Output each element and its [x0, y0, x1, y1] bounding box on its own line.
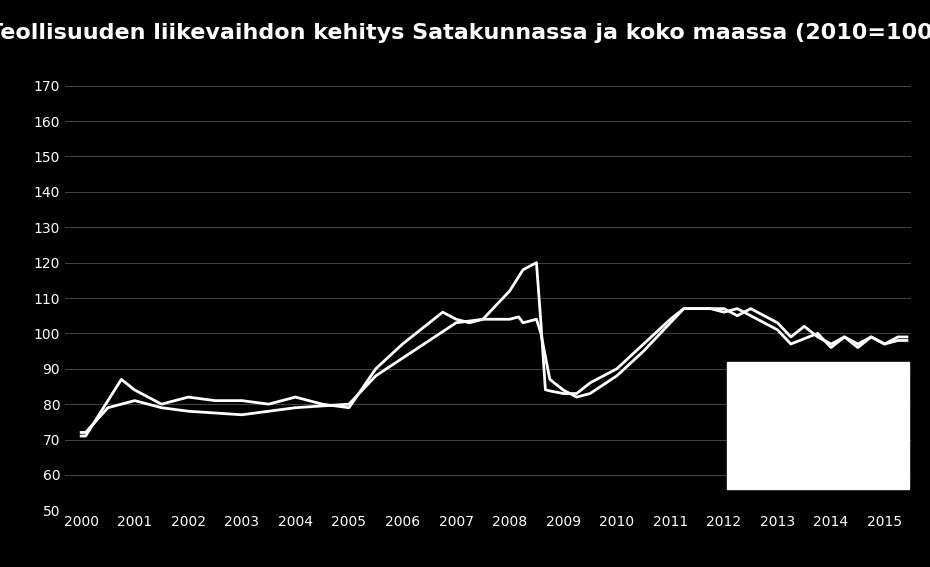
- Bar: [726, 362, 909, 489]
- Text: Teollisuuden liikevaihdon kehitys Satakunnassa ja koko maassa (2010=100): Teollisuuden liikevaihdon kehitys Sataku…: [0, 23, 930, 43]
